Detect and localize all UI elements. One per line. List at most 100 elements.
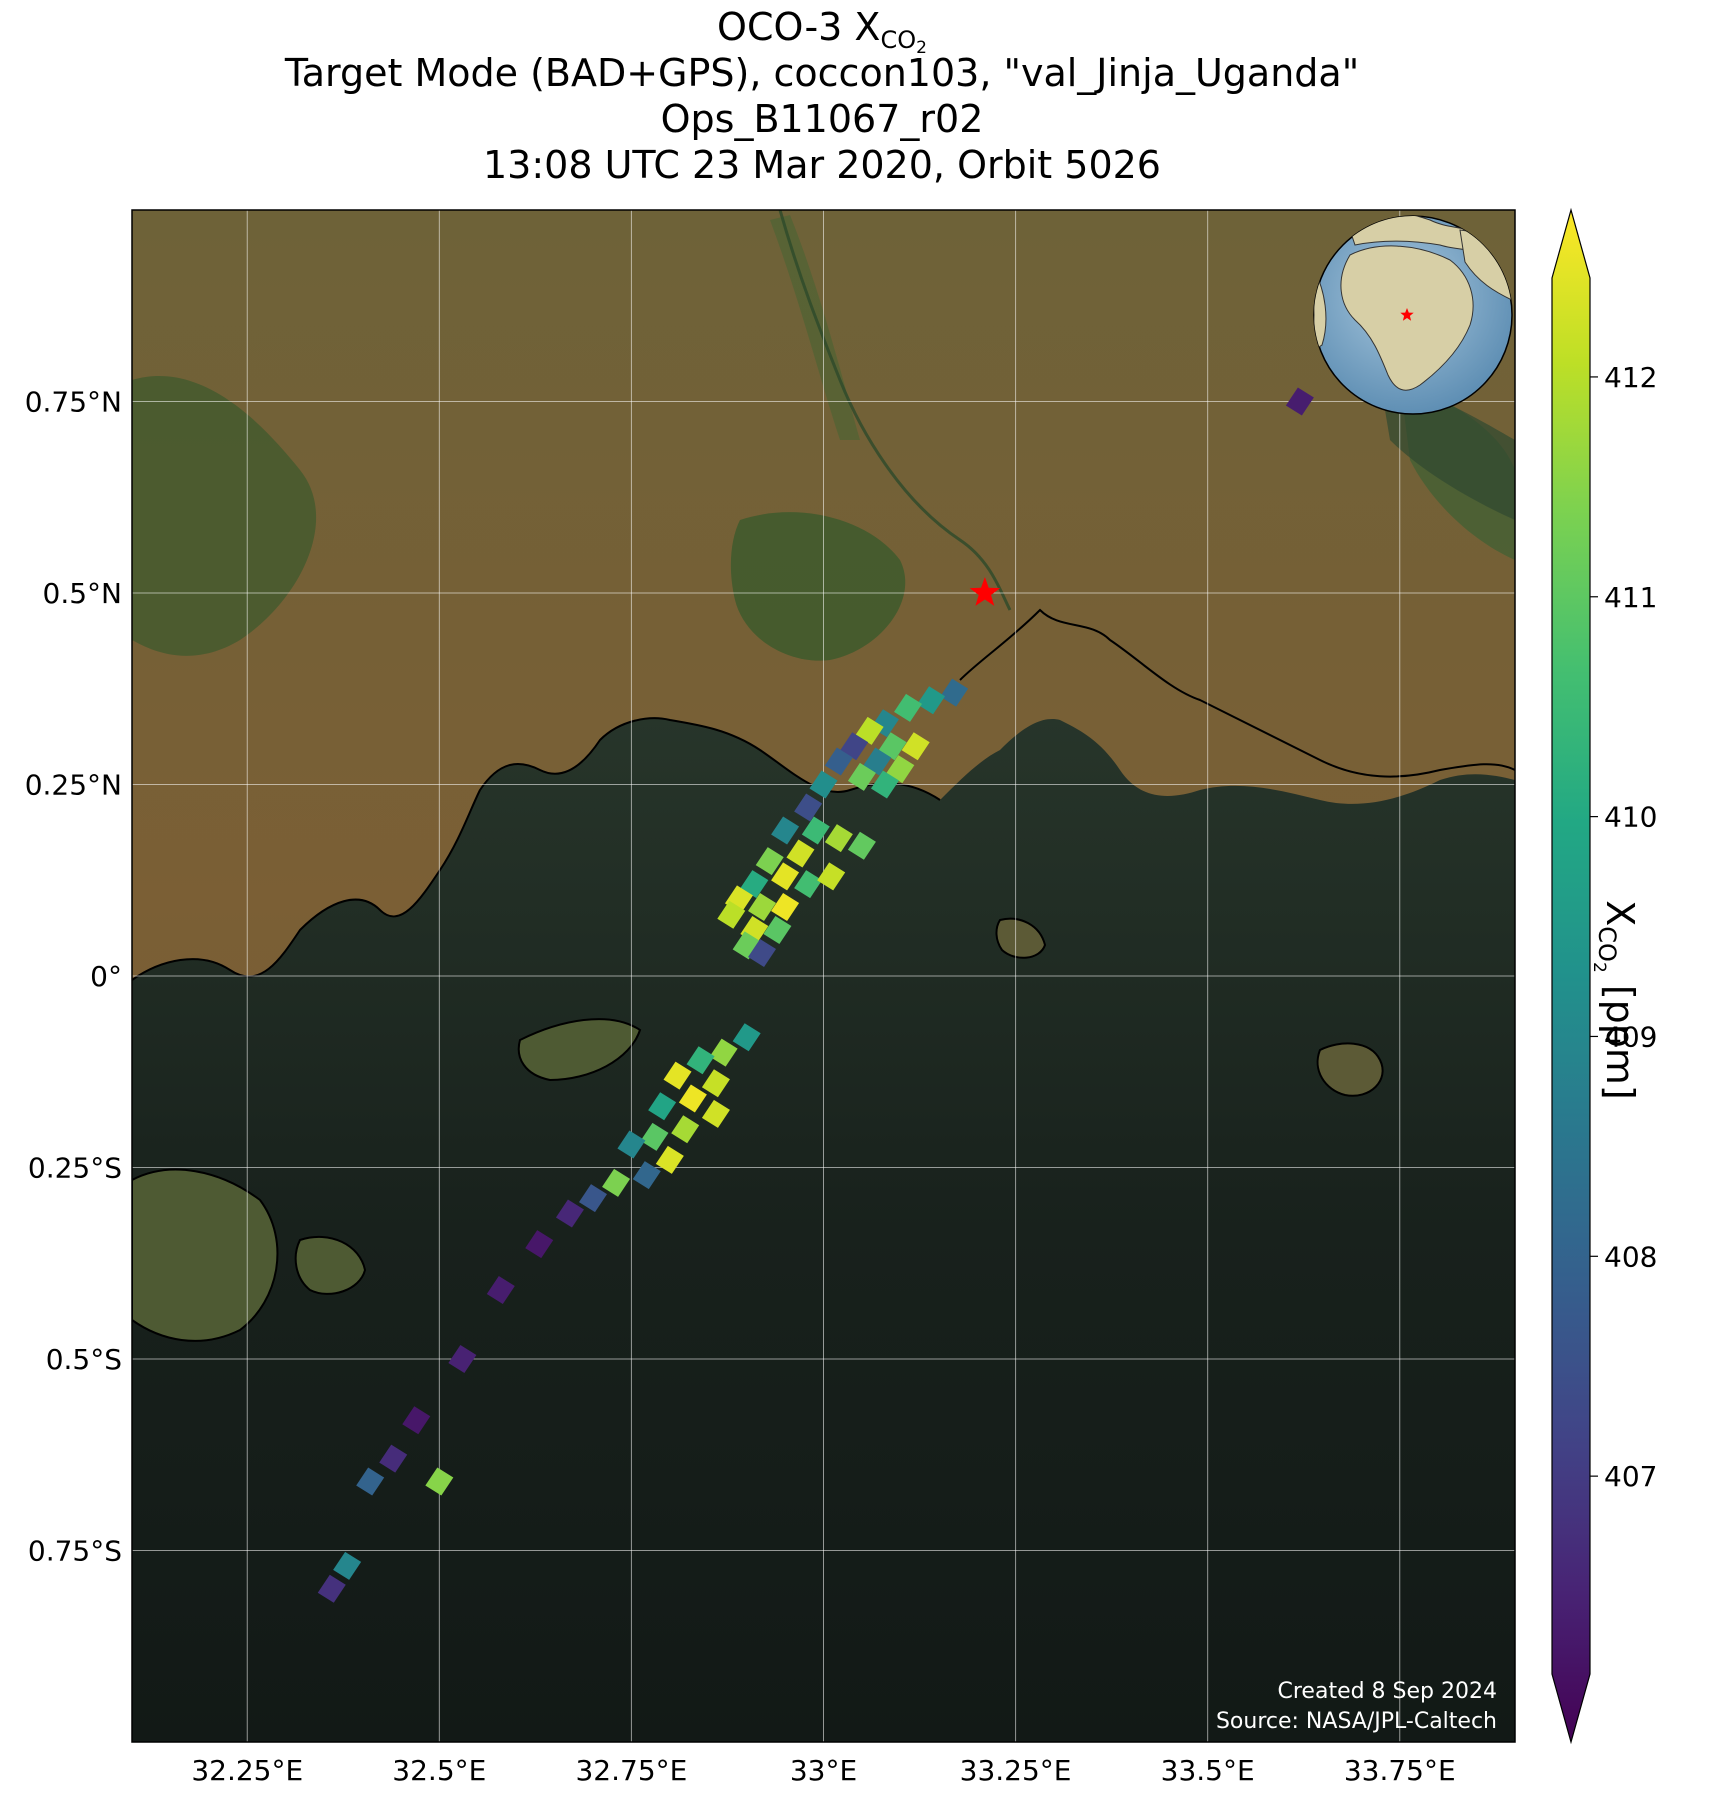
xco2-sounding [717,900,746,929]
xco2-sounding [809,770,838,799]
island [294,1235,367,1295]
gridlines [132,210,1515,1742]
vegetation-patch [132,376,317,656]
xco2-sounding [655,1145,684,1174]
xco2-sounding [886,755,915,784]
colorbar-tick-label: 412 [1604,361,1657,394]
xco2-sounding [486,1276,515,1305]
globe-continent-africa [1340,245,1474,391]
lon-tick-label: 33°E [790,1754,857,1787]
xco2-sounding [817,862,846,891]
title-line-2: Target Mode (BAD+GPS), coccon103, "val_J… [284,51,1360,95]
xco2-sounding [701,1099,730,1128]
xco2-sounding [648,1092,677,1121]
xco2-sounding [632,1161,661,1190]
colorbar-ticks: 407 408 409 410 411 412 [1590,361,1657,1493]
xco2-sounding [602,1168,631,1197]
xco2-sounding [732,1023,761,1052]
xco2-sounding [824,824,853,853]
xco2-sounding [740,870,769,899]
xco2-sounding [748,939,777,968]
xco2-sounding [425,1467,454,1496]
lat-tick-label: 0.25°N [25,769,122,802]
xco2-sounding [356,1467,385,1496]
xco2-sounding [878,732,907,761]
xco2-sounding [617,1130,646,1159]
credit-source: Source: NASA/JPL-Caltech [1216,1709,1497,1734]
target-star-icon [969,577,1001,606]
xco2-sounding [1285,387,1314,416]
colorbar-tick-label: 409 [1604,1020,1657,1053]
xco2-sounding [847,762,876,791]
vegetation-patch [770,215,860,440]
colorbar: 407 408 409 410 411 412 [1551,207,1657,1745]
colorbar-tick-label: 408 [1604,1240,1657,1273]
target-star-icon [969,577,1001,606]
map-frame [131,209,1516,1743]
latitude-tick-labels: 0.75°N 0.5°N 0.25°N 0° 0.25°S 0.5°S 0.75°S [25,386,122,1568]
xco2-sounding [801,816,830,845]
xco2-sounding [402,1406,431,1435]
xco2-sounding [663,1061,692,1090]
lat-tick-label: 0.5°N [43,577,122,610]
colorbar-title: XCO2 [ppm] [1589,900,1642,1100]
xco2-sounding [732,931,761,960]
xco2-sounding [317,1574,346,1603]
xco2-sounding [855,716,884,745]
title-line-3: Ops_B11067_r02 [660,97,984,141]
island [132,1168,279,1342]
lat-tick-label: 0.5°S [46,1343,122,1376]
xco2-sounding [755,847,784,876]
xco2-sounding [870,770,899,799]
xco2-sounding [525,1230,554,1259]
xco2-sounding [686,1046,715,1075]
lat-tick-label: 0.75°S [28,1535,122,1568]
xco2-sounding [448,1345,477,1373]
xco2-sounding [824,747,853,776]
island [1316,1042,1384,1097]
xco2-sounding [771,893,800,922]
xco2-sounding [771,862,800,891]
lon-tick-label: 32.75°E [575,1754,687,1787]
xco2-sounding [894,693,923,722]
xco2-sounding [763,916,792,945]
coastline [132,717,941,981]
river [778,210,1012,611]
xco2-sounding [333,1551,362,1580]
xco2-sounding [917,686,946,715]
lon-tick-label: 32.5°E [392,1754,486,1787]
island [517,1018,642,1082]
lat-tick-label: 0.75°N [25,386,122,419]
title-line-1: OCO-3 XCO2 [717,5,927,58]
colorbar-body [1551,207,1591,1745]
lon-tick-label: 33.25°E [960,1754,1072,1787]
xco2-sounding [640,1122,669,1151]
xco2-sounding [555,1199,584,1228]
inset-globe [1313,215,1513,415]
xco2-sounding [671,1115,700,1144]
plot-title: OCO-3 XCO2 Target Mode (BAD+GPS), coccon… [132,4,1512,188]
title-line-4: 13:08 UTC 23 Mar 2020, Orbit 5026 [483,143,1161,187]
colorbar-tick-label: 411 [1604,581,1657,614]
xco2-sounding [840,732,869,761]
coastline [959,608,1515,778]
colorbar-tick-label: 410 [1604,801,1657,834]
xco2-sounding [940,678,969,707]
xco2-sounding [794,793,823,822]
xco2-sounding [379,1444,408,1473]
globe-target-star-icon [1400,308,1414,321]
vegetation-patch [730,512,906,661]
xco2-sounding [847,831,876,860]
xco2-sounding [579,1184,607,1213]
xco2-sounding [786,839,815,868]
lake-kyoga-edge [1380,380,1515,520]
xco2-soundings [317,387,1314,1603]
lat-tick-label: 0.25°S [28,1152,122,1185]
island [995,917,1047,959]
lon-tick-label: 33.75°E [1344,1754,1456,1787]
longitude-tick-labels: 32.25°E 32.5°E 32.75°E 33°E 33.25°E 33.5°E 33.… [191,1754,1455,1787]
colorbar-tick-label: 407 [1604,1460,1657,1493]
xco2-sounding [901,732,930,761]
lon-tick-label: 33.5°E [1161,1754,1255,1787]
